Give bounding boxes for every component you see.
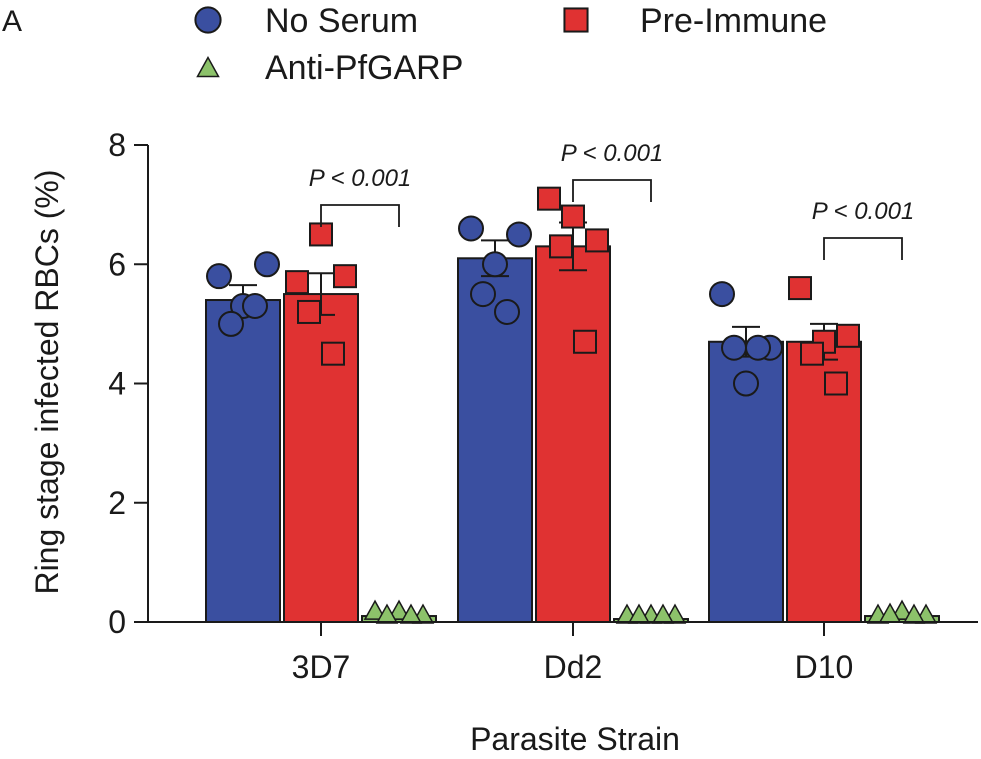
x-tick-label-3D7: 3D7 (292, 649, 351, 685)
x-tick-label-D10: D10 (795, 649, 854, 685)
data-point-Dd2-1-0 (537, 186, 561, 211)
x-axis-title: Parasite Strain (470, 721, 680, 757)
data-point-D10-0-0 (709, 281, 735, 308)
data-point-D10-1-4 (824, 371, 848, 396)
data-point-Dd2-1-2 (561, 204, 585, 229)
legend-marker-0 (194, 6, 222, 34)
panel-label: A (2, 5, 22, 38)
y-tick-label-4: 4 (108, 366, 126, 402)
y-tick-label-0: 0 (108, 604, 126, 640)
data-point-3D7-0-3 (218, 310, 244, 337)
legend-label-2: Anti-PfGARP (265, 49, 463, 87)
data-point-3D7-1-3 (297, 299, 321, 324)
data-point-D10-1-1 (836, 323, 860, 348)
data-point-3D7-1-1 (333, 264, 357, 289)
bar-Dd2-1 (535, 245, 611, 624)
data-point-D10-0-4 (745, 334, 771, 361)
y-tick-label-6: 6 (108, 246, 126, 282)
y-tick-label-2: 2 (108, 485, 126, 521)
data-point-Dd2-0-3 (470, 281, 496, 308)
data-point-D10-1-0 (788, 276, 812, 301)
data-point-3D7-2-2 (387, 599, 411, 620)
significance-label-Dd2: P < 0.001 (561, 140, 664, 167)
legend: No Serum Pre-Immune Anti-PfGARP (194, 2, 827, 87)
data-point-D10-0-2 (733, 370, 759, 397)
data-point-Dd2-0-0 (458, 215, 484, 242)
y-tick-label-8: 8 (108, 127, 126, 163)
legend-item-2: Anti-PfGARP (196, 49, 463, 87)
data-point-Dd2-1-4 (573, 329, 597, 354)
data-point-Dd2-1-1 (585, 228, 609, 253)
data-point-Dd2-1-3 (549, 234, 573, 259)
legend-marker-2 (196, 56, 220, 78)
y-axis-title: Ring stage infected RBCs (%) (29, 169, 65, 594)
data-point-D10-0-3 (721, 334, 747, 361)
data-point-Dd2-0-4 (494, 298, 520, 325)
significance-bracket-3D7 (320, 204, 400, 227)
x-tick-label-Dd2: Dd2 (544, 649, 603, 685)
data-point-Dd2-0-1 (506, 221, 532, 248)
legend-marker-1 (563, 7, 589, 33)
data-point-3D7-1-4 (321, 341, 345, 366)
bar-3D7-0 (205, 299, 281, 623)
significance-label-D10: P < 0.001 (812, 198, 915, 225)
significance-bracket-D10 (823, 237, 903, 260)
data-point-D10-1-3 (800, 341, 824, 366)
significance-label-3D7: P < 0.001 (309, 165, 412, 192)
data-point-D10-2-2 (890, 599, 914, 620)
legend-item-1: Pre-Immune (563, 2, 827, 40)
data-point-3D7-0-0 (206, 263, 232, 290)
data-point-Dd2-0-2 (482, 251, 508, 278)
legend-item-0: No Serum (194, 2, 418, 40)
plot-area: 0 2 4 6 8 3D7 Dd2 D10 P < 0.001 P < 0.001 P < 0.00… (108, 127, 978, 685)
legend-label-1: Pre-Immune (640, 2, 827, 40)
data-point-3D7-0-1 (254, 251, 280, 278)
legend-label-0: No Serum (265, 2, 418, 40)
data-point-3D7-2-0 (363, 599, 387, 620)
data-point-3D7-0-4 (242, 292, 268, 319)
data-point-3D7-1-0 (285, 270, 309, 295)
bar-Dd2-0 (457, 257, 533, 623)
significance-bracket-Dd2 (572, 179, 652, 202)
